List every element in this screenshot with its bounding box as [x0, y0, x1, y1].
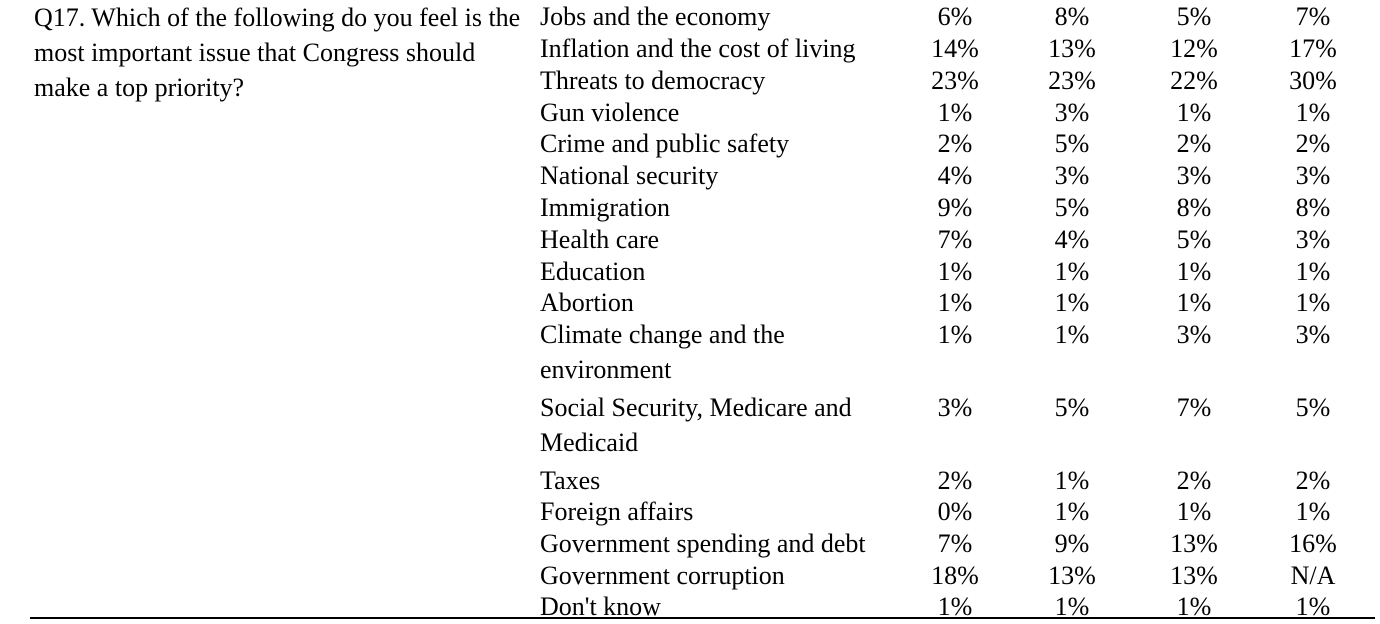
- row-label: Threats to democracy: [540, 66, 766, 95]
- cell-value: 17%: [1289, 34, 1337, 63]
- cell-value: 5%: [1054, 393, 1090, 422]
- cell-value: 3%: [1054, 98, 1090, 127]
- cell-value: 2%: [1295, 129, 1331, 158]
- cell-value: 1%: [1054, 497, 1090, 526]
- cell-value: 3%: [1295, 225, 1331, 254]
- cell-value: 13%: [1170, 529, 1218, 558]
- cell-value: 16%: [1289, 529, 1337, 558]
- cell-value: 3%: [1176, 320, 1212, 349]
- cell-value: 1%: [1176, 592, 1212, 621]
- cell-value: 4%: [1054, 225, 1090, 254]
- cell-value: 1%: [937, 592, 973, 621]
- cell-value: 1%: [1295, 257, 1331, 286]
- cell-value: 8%: [1295, 193, 1331, 222]
- cell-value: 3%: [1295, 320, 1331, 349]
- row-label: Health care: [540, 225, 660, 254]
- cell-value: 1%: [1054, 257, 1090, 286]
- cell-value: 18%: [931, 561, 979, 590]
- cell-value: 13%: [1048, 34, 1096, 63]
- cell-value: 1%: [937, 257, 973, 286]
- cell-value: 7%: [1176, 393, 1212, 422]
- row-label: Social Security, Medicare and Medicaid: [540, 393, 852, 457]
- cell-value: 5%: [1176, 225, 1212, 254]
- cell-value: 0%: [937, 497, 973, 526]
- row-label: Jobs and the economy: [540, 2, 771, 31]
- cell-value: 5%: [1176, 2, 1212, 31]
- row-label: Foreign affairs: [540, 497, 694, 526]
- question-text: Q17. Which of the following do you feel …: [34, 3, 521, 102]
- cell-value: 1%: [1176, 257, 1212, 286]
- cell-value: 4%: [937, 161, 973, 190]
- row-label: Government corruption: [540, 561, 785, 590]
- cell-value: 8%: [1176, 193, 1212, 222]
- cell-value: 1%: [937, 98, 973, 127]
- cell-value: 1%: [1054, 466, 1090, 495]
- cell-value: 1%: [937, 288, 973, 317]
- cell-value: 1%: [1295, 98, 1331, 127]
- cell-value: 5%: [1295, 393, 1331, 422]
- cell-value: 5%: [1054, 129, 1090, 158]
- cell-value: 1%: [1295, 497, 1331, 526]
- cell-value: 2%: [1176, 129, 1212, 158]
- row-label: Abortion: [540, 288, 634, 317]
- row-label: Gun violence: [540, 98, 680, 127]
- cell-value: 5%: [1054, 193, 1090, 222]
- cell-value: 6%: [937, 2, 973, 31]
- cell-value: 2%: [1295, 466, 1331, 495]
- cell-value: 1%: [1054, 320, 1090, 349]
- row-label: Education: [540, 257, 646, 286]
- row-label: Inflation and the cost of living: [540, 34, 856, 63]
- cell-value: 14%: [931, 34, 979, 63]
- cell-value: 1%: [1054, 592, 1090, 621]
- cell-value: N/A: [1290, 561, 1336, 590]
- cell-value: 7%: [937, 225, 973, 254]
- cell-value: 13%: [1048, 561, 1096, 590]
- cell-value: 1%: [1176, 288, 1212, 317]
- cell-value: 22%: [1170, 66, 1218, 95]
- row-label: Crime and public safety: [540, 129, 790, 158]
- cell-value: 12%: [1170, 34, 1218, 63]
- cell-value: 1%: [937, 320, 973, 349]
- row-label: National security: [540, 161, 719, 190]
- row-label: Don't know: [540, 592, 661, 621]
- row-label: Taxes: [540, 466, 601, 495]
- cell-value: 7%: [1295, 2, 1331, 31]
- cell-value: 8%: [1054, 2, 1090, 31]
- row-label: Immigration: [540, 193, 670, 222]
- cell-value: 3%: [1295, 161, 1331, 190]
- cell-value: 7%: [937, 529, 973, 558]
- cell-value: 23%: [1048, 66, 1096, 95]
- cell-value: 2%: [937, 466, 973, 495]
- row-label: Government spending and debt: [540, 529, 866, 558]
- cell-value: 9%: [937, 193, 973, 222]
- cell-value: 1%: [1176, 98, 1212, 127]
- cell-value: 1%: [1295, 288, 1331, 317]
- table-bottom-rule: [30, 617, 1375, 619]
- cell-value: 3%: [1054, 161, 1090, 190]
- cell-value: 1%: [1295, 592, 1331, 621]
- cell-value: 3%: [1176, 161, 1212, 190]
- cell-value: 1%: [1054, 288, 1090, 317]
- cell-value: 13%: [1170, 561, 1218, 590]
- cell-value: 1%: [1176, 497, 1212, 526]
- cell-value: 30%: [1289, 66, 1337, 95]
- cell-value: 2%: [937, 129, 973, 158]
- cell-value: 3%: [937, 393, 973, 422]
- cell-value: 2%: [1176, 466, 1212, 495]
- cell-value: 23%: [931, 66, 979, 95]
- cell-value: 9%: [1054, 529, 1090, 558]
- row-label: Climate change and the environment: [540, 320, 785, 384]
